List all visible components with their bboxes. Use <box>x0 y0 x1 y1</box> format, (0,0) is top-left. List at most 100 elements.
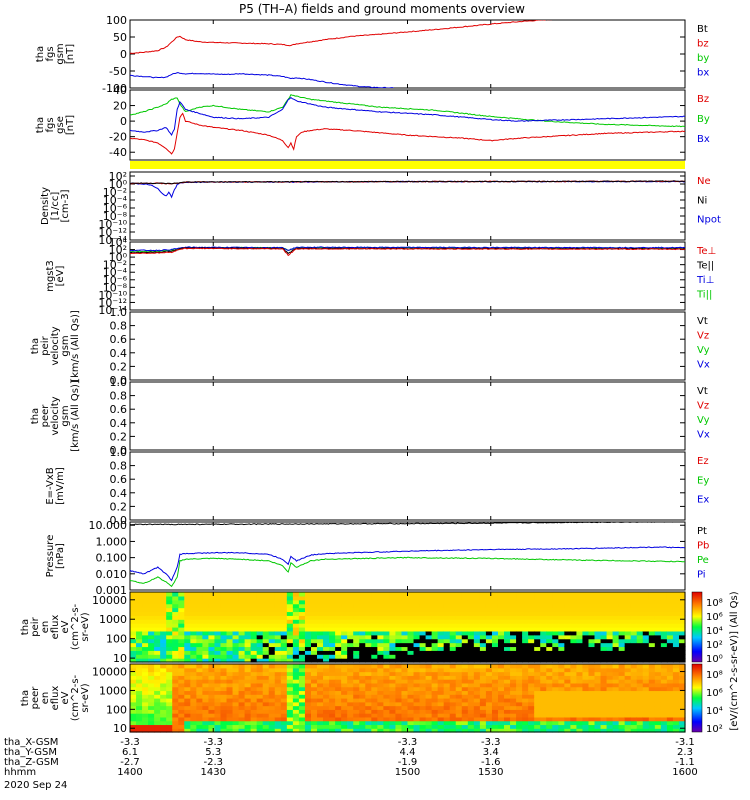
y-tick-label: 10⁻⁸ <box>103 281 128 294</box>
heatmap-cell <box>202 599 210 605</box>
heatmap-cell <box>329 627 336 632</box>
heatmap-cell <box>196 728 203 733</box>
heatmap-cell <box>467 698 475 703</box>
heatmap-cell <box>148 682 155 688</box>
heatmap-cell <box>618 615 626 620</box>
heatmap-cell <box>618 658 626 663</box>
heatmap-cell <box>678 599 686 605</box>
heatmap-cell <box>256 728 264 733</box>
heatmap-cell <box>178 603 185 609</box>
heatmap-cell <box>323 701 330 707</box>
heatmap-cell <box>485 728 493 733</box>
heatmap-cell <box>485 599 493 605</box>
heatmap-cell <box>389 615 397 620</box>
y-axis-label-line: gse <box>55 116 66 134</box>
heatmap-cell <box>142 595 149 601</box>
heatmap-cell <box>401 671 409 676</box>
heatmap-cell <box>310 671 318 676</box>
heatmap-cell <box>600 664 608 669</box>
heatmap-cell <box>479 627 487 632</box>
heatmap-cell <box>208 642 216 648</box>
heatmap-cell <box>473 664 481 669</box>
heatmap-cell <box>130 627 137 632</box>
heatmap-cell <box>389 709 397 714</box>
heatmap-cell <box>497 679 505 684</box>
heatmap-cell <box>347 667 354 673</box>
heatmap-cell <box>371 679 378 684</box>
heatmap-cell <box>401 716 409 722</box>
heatmap-cell <box>244 611 252 616</box>
heatmap-cell <box>383 603 390 609</box>
heatmap-cell <box>166 701 173 707</box>
heatmap-cell <box>443 607 451 613</box>
heatmap-cell <box>142 623 149 628</box>
heatmap-cell <box>377 611 384 616</box>
heatmap-cell <box>443 724 451 729</box>
heatmap-cell <box>449 690 457 695</box>
heatmap-cell <box>280 642 288 648</box>
heatmap-cell <box>666 664 674 669</box>
heatmap-cell <box>437 686 445 692</box>
heatmap-cell <box>552 599 559 605</box>
heatmap-cell <box>600 646 608 651</box>
heatmap-cell <box>558 646 565 651</box>
heatmap-cell <box>606 667 614 673</box>
heatmap-cell <box>238 667 246 673</box>
heatmap-cell <box>310 642 318 648</box>
heatmap-cell <box>329 728 336 733</box>
heatmap-cell <box>154 599 161 605</box>
heatmap-cell <box>600 595 608 601</box>
heatmap-cell <box>588 728 596 733</box>
heatmap-cell <box>365 690 372 695</box>
heatmap-cell <box>528 607 535 613</box>
heatmap-cell <box>491 728 499 733</box>
heatmap-cell <box>612 664 620 669</box>
heatmap-cell <box>178 690 185 695</box>
heatmap-cell <box>256 679 264 684</box>
heatmap-cell <box>576 690 584 695</box>
heatmap-cell <box>389 654 397 659</box>
heatmap-cell <box>208 716 216 722</box>
heatmap-cell <box>479 658 487 663</box>
heatmap-cell <box>564 694 571 699</box>
heatmap-cell <box>371 607 378 613</box>
heatmap-cell <box>413 682 421 688</box>
heatmap-cell <box>654 682 662 688</box>
axis-row-value: 3.4 <box>483 747 499 758</box>
heatmap-cell <box>154 630 161 636</box>
heatmap-cell <box>280 664 288 669</box>
heatmap-cell <box>600 682 608 688</box>
heatmap-cell <box>630 611 638 616</box>
heatmap-cell <box>648 698 656 703</box>
heatmap-cell <box>443 664 451 669</box>
heatmap-cell <box>130 675 137 680</box>
heatmap-cell <box>250 694 258 699</box>
heatmap-cell <box>359 720 366 726</box>
heatmap-cell <box>630 675 638 680</box>
heatmap-cell <box>582 619 590 624</box>
heatmap-cell <box>365 592 372 597</box>
heatmap-cell <box>491 690 499 695</box>
heatmap-cell <box>636 686 644 692</box>
heatmap-cell <box>395 592 403 597</box>
heatmap-cell <box>268 686 276 692</box>
heatmap-cell <box>473 619 481 624</box>
heatmap-cell <box>178 599 185 605</box>
heatmap-cell <box>214 607 222 613</box>
heatmap-cell <box>202 634 210 640</box>
heatmap-cell <box>202 638 210 644</box>
heatmap-cell <box>166 638 173 644</box>
heatmap-cell <box>600 654 608 659</box>
heatmap-cell <box>323 713 330 718</box>
heatmap-cell <box>148 630 155 636</box>
heatmap-cell <box>250 642 258 648</box>
colorbar-tick-label: 10⁶ <box>706 612 723 623</box>
heatmap-cell <box>196 654 203 659</box>
heatmap-cell <box>600 667 608 673</box>
heatmap-cell <box>220 627 228 632</box>
heatmap-cell <box>202 694 210 699</box>
heatmap-cell <box>196 599 203 605</box>
heatmap-cell <box>504 682 511 688</box>
heatmap-cell <box>485 701 493 707</box>
heatmap-cell <box>473 615 481 620</box>
